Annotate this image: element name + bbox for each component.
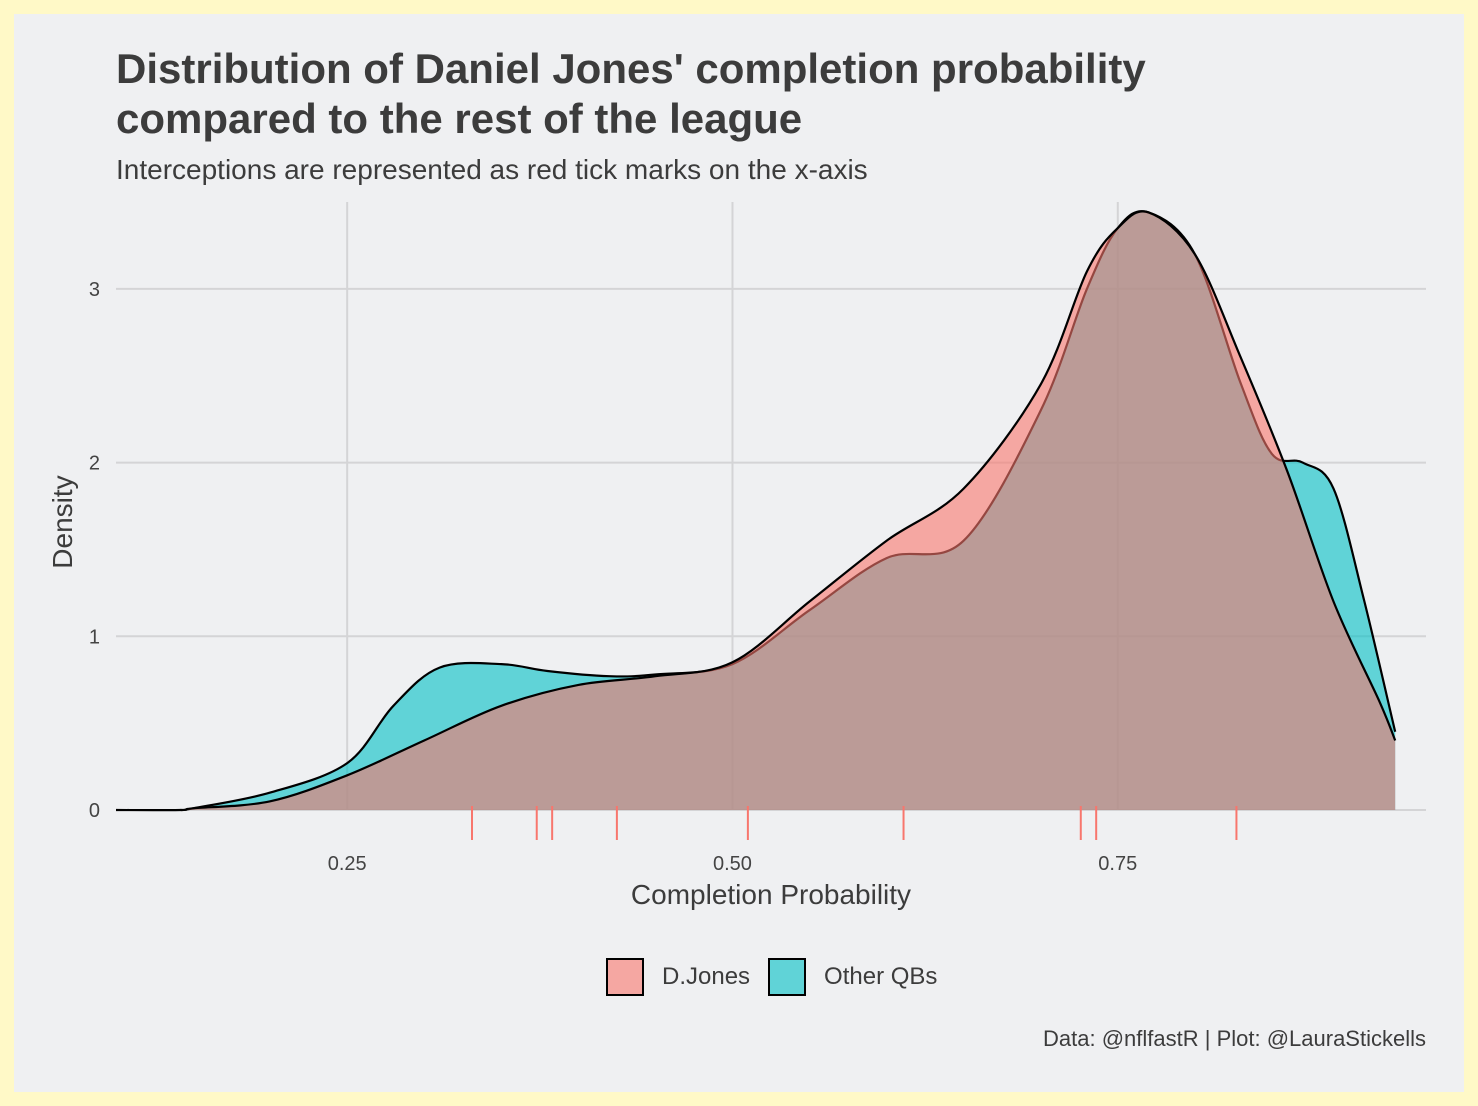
chart-title-line-1: Distribution of Daniel Jones' completion… [116,45,1146,92]
x-tick-label: 0.75 [1098,853,1137,875]
y-tick-label: 2 [89,453,100,475]
interception-ticks [471,806,1238,840]
chart-caption: Data: @nflfastR | Plot: @LauraStickells [1043,1026,1426,1051]
chart-panel: Distribution of Daniel Jones' completion… [14,14,1464,1092]
density-areas [115,210,1397,812]
legend-label-djones: D.Jones [662,963,751,990]
chart-title-line-2: compared to the rest of the league [116,95,803,142]
density-area-djones-outline [115,210,1397,812]
legend-item-other-qbs: Other QBs [768,958,937,996]
y-axis-title: Density [47,475,78,568]
x-axis-title: Completion Probability [631,879,911,910]
legend-swatch-other-qbs [768,958,807,996]
x-tick-label: 0.50 [713,853,752,875]
legend-label-other-qbs: Other QBs [824,963,938,990]
legend: D.Jones Other QBs [606,958,955,996]
density-area-djones [116,211,1396,811]
axis-tick-labels: 0 1 2 3 0.25 0.50 0.75 [89,279,1137,875]
legend-swatch-djones [606,958,644,996]
chart-subtitle: Interceptions are represented as red tic… [116,154,868,185]
y-tick-label: 1 [89,626,100,648]
y-tick-label: 3 [89,279,100,301]
legend-item-djones: D.Jones [606,958,750,996]
y-tick-label: 0 [89,800,100,822]
x-tick-label: 0.25 [328,853,367,875]
